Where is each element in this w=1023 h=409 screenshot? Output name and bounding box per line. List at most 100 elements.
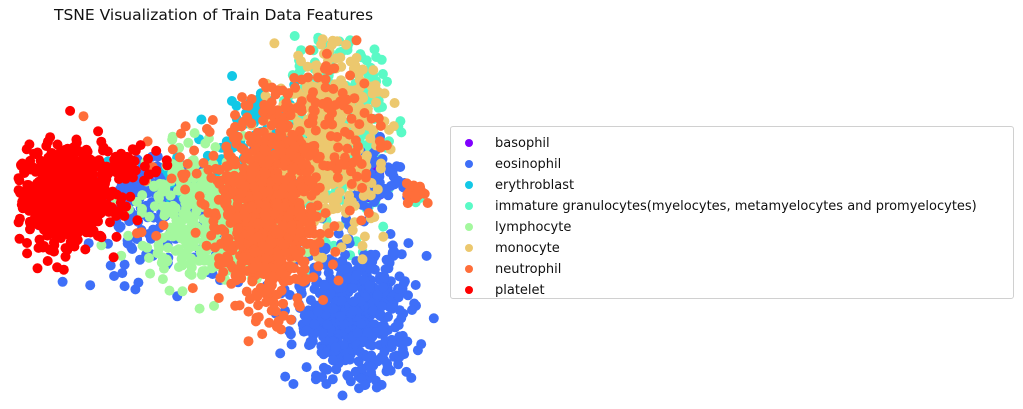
scatter-point (383, 190, 394, 201)
scatter-point (337, 390, 348, 401)
scatter-point (396, 127, 407, 138)
scatter-point (13, 173, 24, 184)
scatter-point (191, 168, 202, 179)
scatter-point (339, 318, 350, 329)
scatter-point (348, 296, 359, 307)
scatter-point (388, 121, 399, 132)
scatter-point (335, 311, 346, 322)
scatter-point (281, 97, 292, 108)
scatter-point (368, 65, 379, 76)
scatter-point (363, 208, 374, 218)
scatter-point (301, 325, 312, 336)
scatter-point (357, 182, 368, 193)
scatter-point (331, 364, 342, 375)
scatter-point (202, 123, 212, 134)
scatter-point (49, 240, 60, 251)
scatter-point (307, 178, 317, 189)
scatter-point (243, 306, 254, 317)
scatter-point (305, 45, 316, 56)
scatter-point (286, 339, 297, 350)
scatter-point (22, 248, 33, 259)
scatter-point (201, 240, 212, 251)
scatter-point (288, 379, 299, 389)
scatter-point (286, 191, 297, 201)
scatter-point (247, 201, 257, 212)
scatter-point (356, 215, 367, 226)
scatter-point (301, 362, 312, 373)
scatter-point (207, 115, 218, 125)
scatter-point (156, 179, 167, 190)
scatter-point (243, 336, 254, 347)
scatter-point (361, 351, 372, 362)
scatter-point (65, 105, 76, 116)
scatter-point (158, 220, 169, 231)
scatter-point (321, 347, 332, 358)
scatter-point (364, 280, 375, 291)
scatter-point (183, 243, 194, 254)
scatter-point (327, 259, 338, 270)
scatter-point (318, 160, 329, 171)
scatter-point (186, 262, 197, 273)
scatter-point (377, 203, 388, 214)
scatter-point (106, 202, 117, 213)
scatter-point (227, 71, 238, 81)
scatter-point (294, 227, 305, 238)
scatter-point (364, 339, 375, 350)
scatter-point (109, 271, 120, 281)
scatter-point (276, 324, 286, 335)
scatter-point (231, 275, 242, 286)
scatter-point (260, 211, 271, 222)
scatter-point (269, 298, 280, 309)
scatter-point (110, 151, 121, 162)
scatter-point (379, 88, 390, 99)
scatter-point (96, 240, 107, 251)
scatter-point (28, 199, 39, 210)
scatter-point (62, 192, 73, 203)
scatter-point (163, 230, 174, 241)
scatter-point (42, 256, 53, 266)
scatter-point (116, 250, 127, 261)
scatter-point (278, 298, 289, 309)
scatter-point (347, 196, 357, 207)
scatter-point (321, 48, 332, 59)
scatter-point (115, 197, 126, 208)
scatter-point (372, 289, 383, 300)
scatter-point (266, 238, 277, 249)
scatter-point (137, 203, 147, 214)
scatter-point (208, 216, 219, 227)
legend-marker (465, 244, 473, 252)
scatter-point (344, 205, 355, 216)
scatter-point (55, 206, 66, 217)
scatter-point (407, 305, 417, 315)
scatter-point (358, 190, 369, 201)
scatter-point (266, 82, 277, 93)
scatter-point (98, 145, 108, 156)
scatter-point (310, 125, 321, 136)
scatter-point (108, 252, 119, 263)
scatter-point (396, 313, 407, 324)
scatter-point (287, 130, 298, 141)
scatter-point (376, 158, 386, 169)
scatter-point (371, 97, 381, 108)
scatter-point (244, 294, 255, 304)
scatter-point (114, 222, 125, 233)
scatter-point (320, 309, 331, 320)
scatter-point (58, 264, 69, 275)
scatter-point (350, 147, 361, 158)
scatter-point (275, 348, 286, 359)
scatter-point (306, 92, 317, 103)
scatter-point (264, 154, 275, 165)
scatter-point (96, 190, 107, 201)
scatter-point (187, 283, 198, 294)
scatter-point (401, 366, 412, 377)
scatter-point (339, 159, 350, 170)
scatter-point (31, 212, 42, 223)
legend-item-immature-granulocytes: immature granulocytes(myelocytes, metamy… (465, 197, 977, 215)
scatter-point (364, 263, 375, 274)
scatter-point (117, 268, 128, 279)
scatter-point (194, 255, 205, 266)
scatter-point (301, 315, 312, 326)
scatter-point (123, 230, 134, 241)
legend-marker (465, 286, 473, 294)
scatter-point (395, 162, 406, 172)
